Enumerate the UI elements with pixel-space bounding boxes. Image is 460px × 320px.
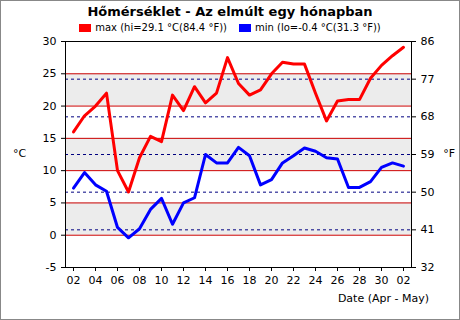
svg-text:16: 16 (221, 274, 235, 287)
svg-text:77: 77 (421, 73, 435, 86)
html-text:Hőmérséklet - Az elmúlt egy hó: Hőmérséklet - Az elmúlt egy hónapban (87, 4, 373, 19)
html-text:°C: °C (13, 147, 27, 160)
svg-text:86: 86 (421, 35, 435, 48)
svg-text:20: 20 (43, 100, 57, 113)
svg-text:32: 32 (421, 261, 435, 274)
svg-text:20: 20 (265, 274, 279, 287)
html-text:Date (Apr - May): Date (Apr - May) (337, 292, 429, 305)
svg-text:41: 41 (421, 223, 435, 236)
html-text:max (hi=29.1 °C(84.4 °F)): max (hi=29.1 °C(84.4 °F)) (95, 22, 227, 33)
svg-text:5: 5 (50, 196, 57, 209)
svg-text:15: 15 (43, 132, 57, 145)
svg-text:30: 30 (43, 35, 57, 48)
html-text:min (lo=-0.4 °C(31.3 °F)): min (lo=-0.4 °C(31.3 °F)) (255, 22, 381, 33)
svg-text:10: 10 (155, 274, 169, 287)
html-text:°F: °F (443, 147, 455, 160)
svg-text:50: 50 (421, 186, 435, 199)
svg-text:-5: -5 (46, 261, 57, 274)
svg-text:02: 02 (397, 274, 411, 287)
svg-text:06: 06 (111, 274, 125, 287)
svg-text:59: 59 (421, 148, 435, 161)
svg-text:18: 18 (243, 274, 257, 287)
svg-text:14: 14 (199, 274, 213, 287)
svg-text:08: 08 (133, 274, 147, 287)
svg-text:30: 30 (375, 274, 389, 287)
svg-text:22: 22 (287, 274, 301, 287)
svg-text:25: 25 (43, 67, 57, 80)
svg-text:12: 12 (177, 274, 191, 287)
svg-text:28: 28 (353, 274, 367, 287)
svg-text:24: 24 (309, 274, 323, 287)
svg-text:02: 02 (67, 274, 81, 287)
svg-text:68: 68 (421, 110, 435, 123)
svg-text:26: 26 (331, 274, 345, 287)
svg-text:0: 0 (50, 229, 57, 242)
svg-text:04: 04 (89, 274, 103, 287)
svg-text:10: 10 (43, 164, 57, 177)
